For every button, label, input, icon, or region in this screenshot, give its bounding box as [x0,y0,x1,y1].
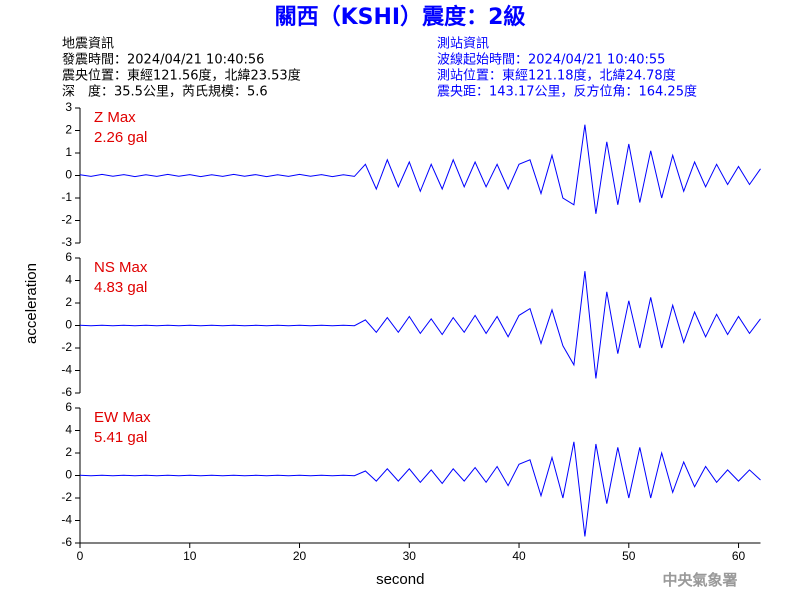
y-tick-label: 6 [65,400,72,414]
waveform [79,441,761,537]
y-tick-label: -4 [61,363,72,377]
y-tick-label: -1 [61,190,72,204]
y-tick-label: 2 [65,123,72,137]
max-label: 4.83 gal [94,279,147,296]
channel-label: EW Max [94,409,151,426]
max-label: 2.26 gal [94,129,147,146]
x-tick-label: 40 [512,549,526,563]
info-line: 測站資訊 [437,37,489,52]
y-tick-label: -2 [61,490,72,504]
y-tick-label: 4 [65,423,72,437]
y-tick-label: 0 [65,318,72,332]
footer: 中央氣象署 [662,571,737,589]
info-line: 震央距：143.17公里，反方位角：164.25度 [437,84,697,100]
y-tick-label: 2 [65,295,72,309]
max-label: 5.41 gal [94,429,147,446]
y-tick-label: 3 [65,100,72,114]
y-tick-label: -3 [61,235,72,249]
info-line: 波線起始時間：2024/04/21 10:40:55 [437,52,665,68]
waveform [79,271,761,379]
info-line: 地震資訊 [62,37,114,52]
chart-title: 關西（KSHI）震度：2級 [275,4,526,30]
info-line: 震央位置：東經121.56度，北緯23.53度 [62,68,301,84]
info-line: 深 度：35.5公里，芮氏規模：5.6 [62,84,268,100]
channel-label: NS Max [94,259,148,276]
waveform [79,124,761,214]
y-tick-label: -4 [61,513,72,527]
y-tick-label: 0 [65,468,72,482]
info-line: 測站位置：東經121.18度，北緯24.78度 [437,68,676,84]
y-tick-label: 2 [65,445,72,459]
x-tick-label: 10 [183,549,197,563]
y-tick-label: -2 [61,213,72,227]
y-tick-label: -6 [61,385,72,399]
x-tick-label: 0 [77,549,84,563]
x-tick-label: 20 [293,549,307,563]
y-tick-label: -2 [61,340,72,354]
channel-label: Z Max [94,109,136,126]
y-tick-label: 0 [65,168,72,182]
info-line: 發震時間：2024/04/21 10:40:56 [62,53,264,68]
x-tick-label: 60 [732,549,746,563]
y-axis-label: acceleration [23,263,40,344]
y-tick-label: 4 [65,273,72,287]
x-tick-label: 50 [622,549,636,563]
y-tick-label: 1 [65,145,72,159]
y-tick-label: -6 [61,535,72,549]
y-tick-label: 6 [65,250,72,264]
x-tick-label: 30 [403,549,417,563]
x-axis-label: second [376,571,424,588]
